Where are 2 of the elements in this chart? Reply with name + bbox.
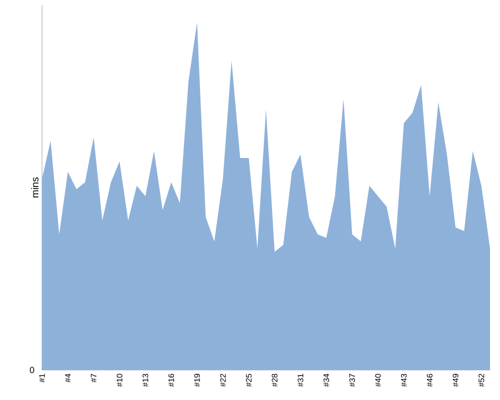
y-axis-title: mins bbox=[31, 177, 38, 198]
text: 0 bbox=[30, 366, 34, 374]
